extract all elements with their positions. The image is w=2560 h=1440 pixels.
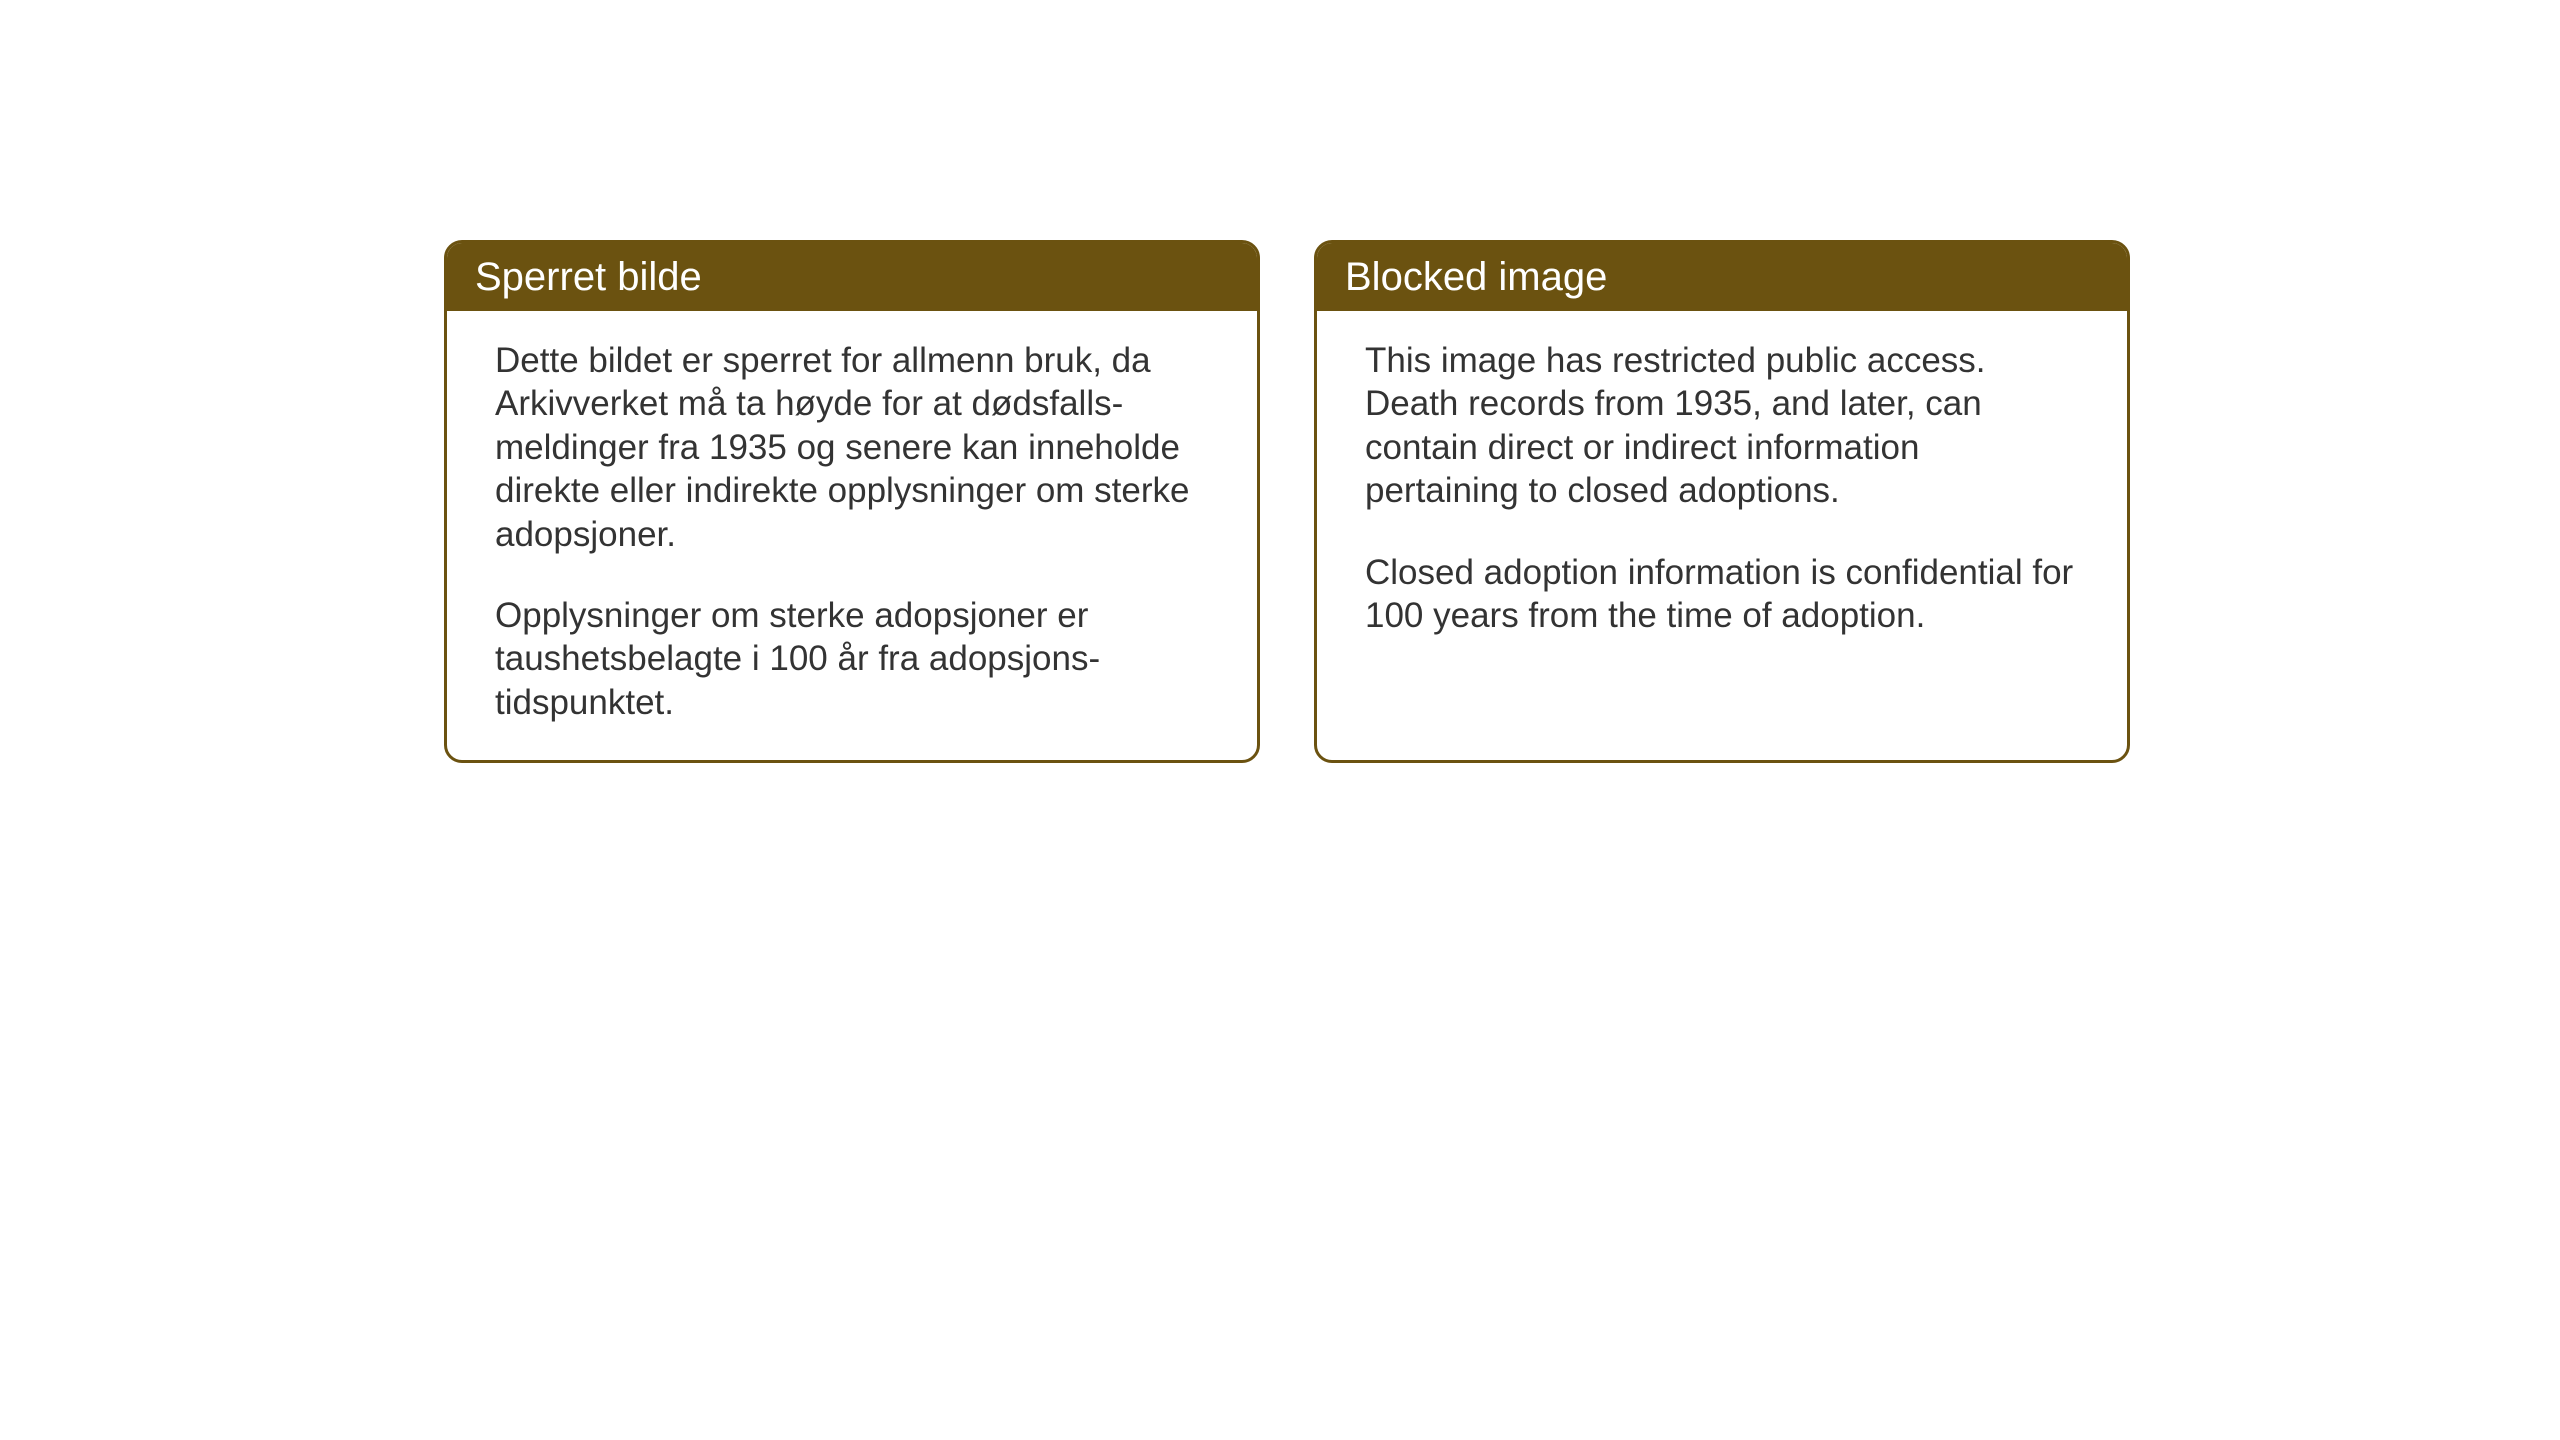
card-header-english: Blocked image bbox=[1317, 243, 2127, 311]
notice-paragraph-1-en: This image has restricted public access.… bbox=[1365, 339, 2079, 513]
notice-cards-container: Sperret bilde Dette bildet er sperret fo… bbox=[0, 0, 2560, 763]
notice-paragraph-1-no: Dette bildet er sperret for allmenn bruk… bbox=[495, 339, 1209, 556]
notice-card-english: Blocked image This image has restricted … bbox=[1314, 240, 2130, 763]
notice-paragraph-2-en: Closed adoption information is confident… bbox=[1365, 551, 2079, 638]
card-body-norwegian: Dette bildet er sperret for allmenn bruk… bbox=[447, 311, 1257, 760]
notice-paragraph-2-no: Opplysninger om sterke adopsjoner er tau… bbox=[495, 594, 1209, 724]
card-body-english: This image has restricted public access.… bbox=[1317, 311, 2127, 751]
notice-card-norwegian: Sperret bilde Dette bildet er sperret fo… bbox=[444, 240, 1260, 763]
card-header-norwegian: Sperret bilde bbox=[447, 243, 1257, 311]
